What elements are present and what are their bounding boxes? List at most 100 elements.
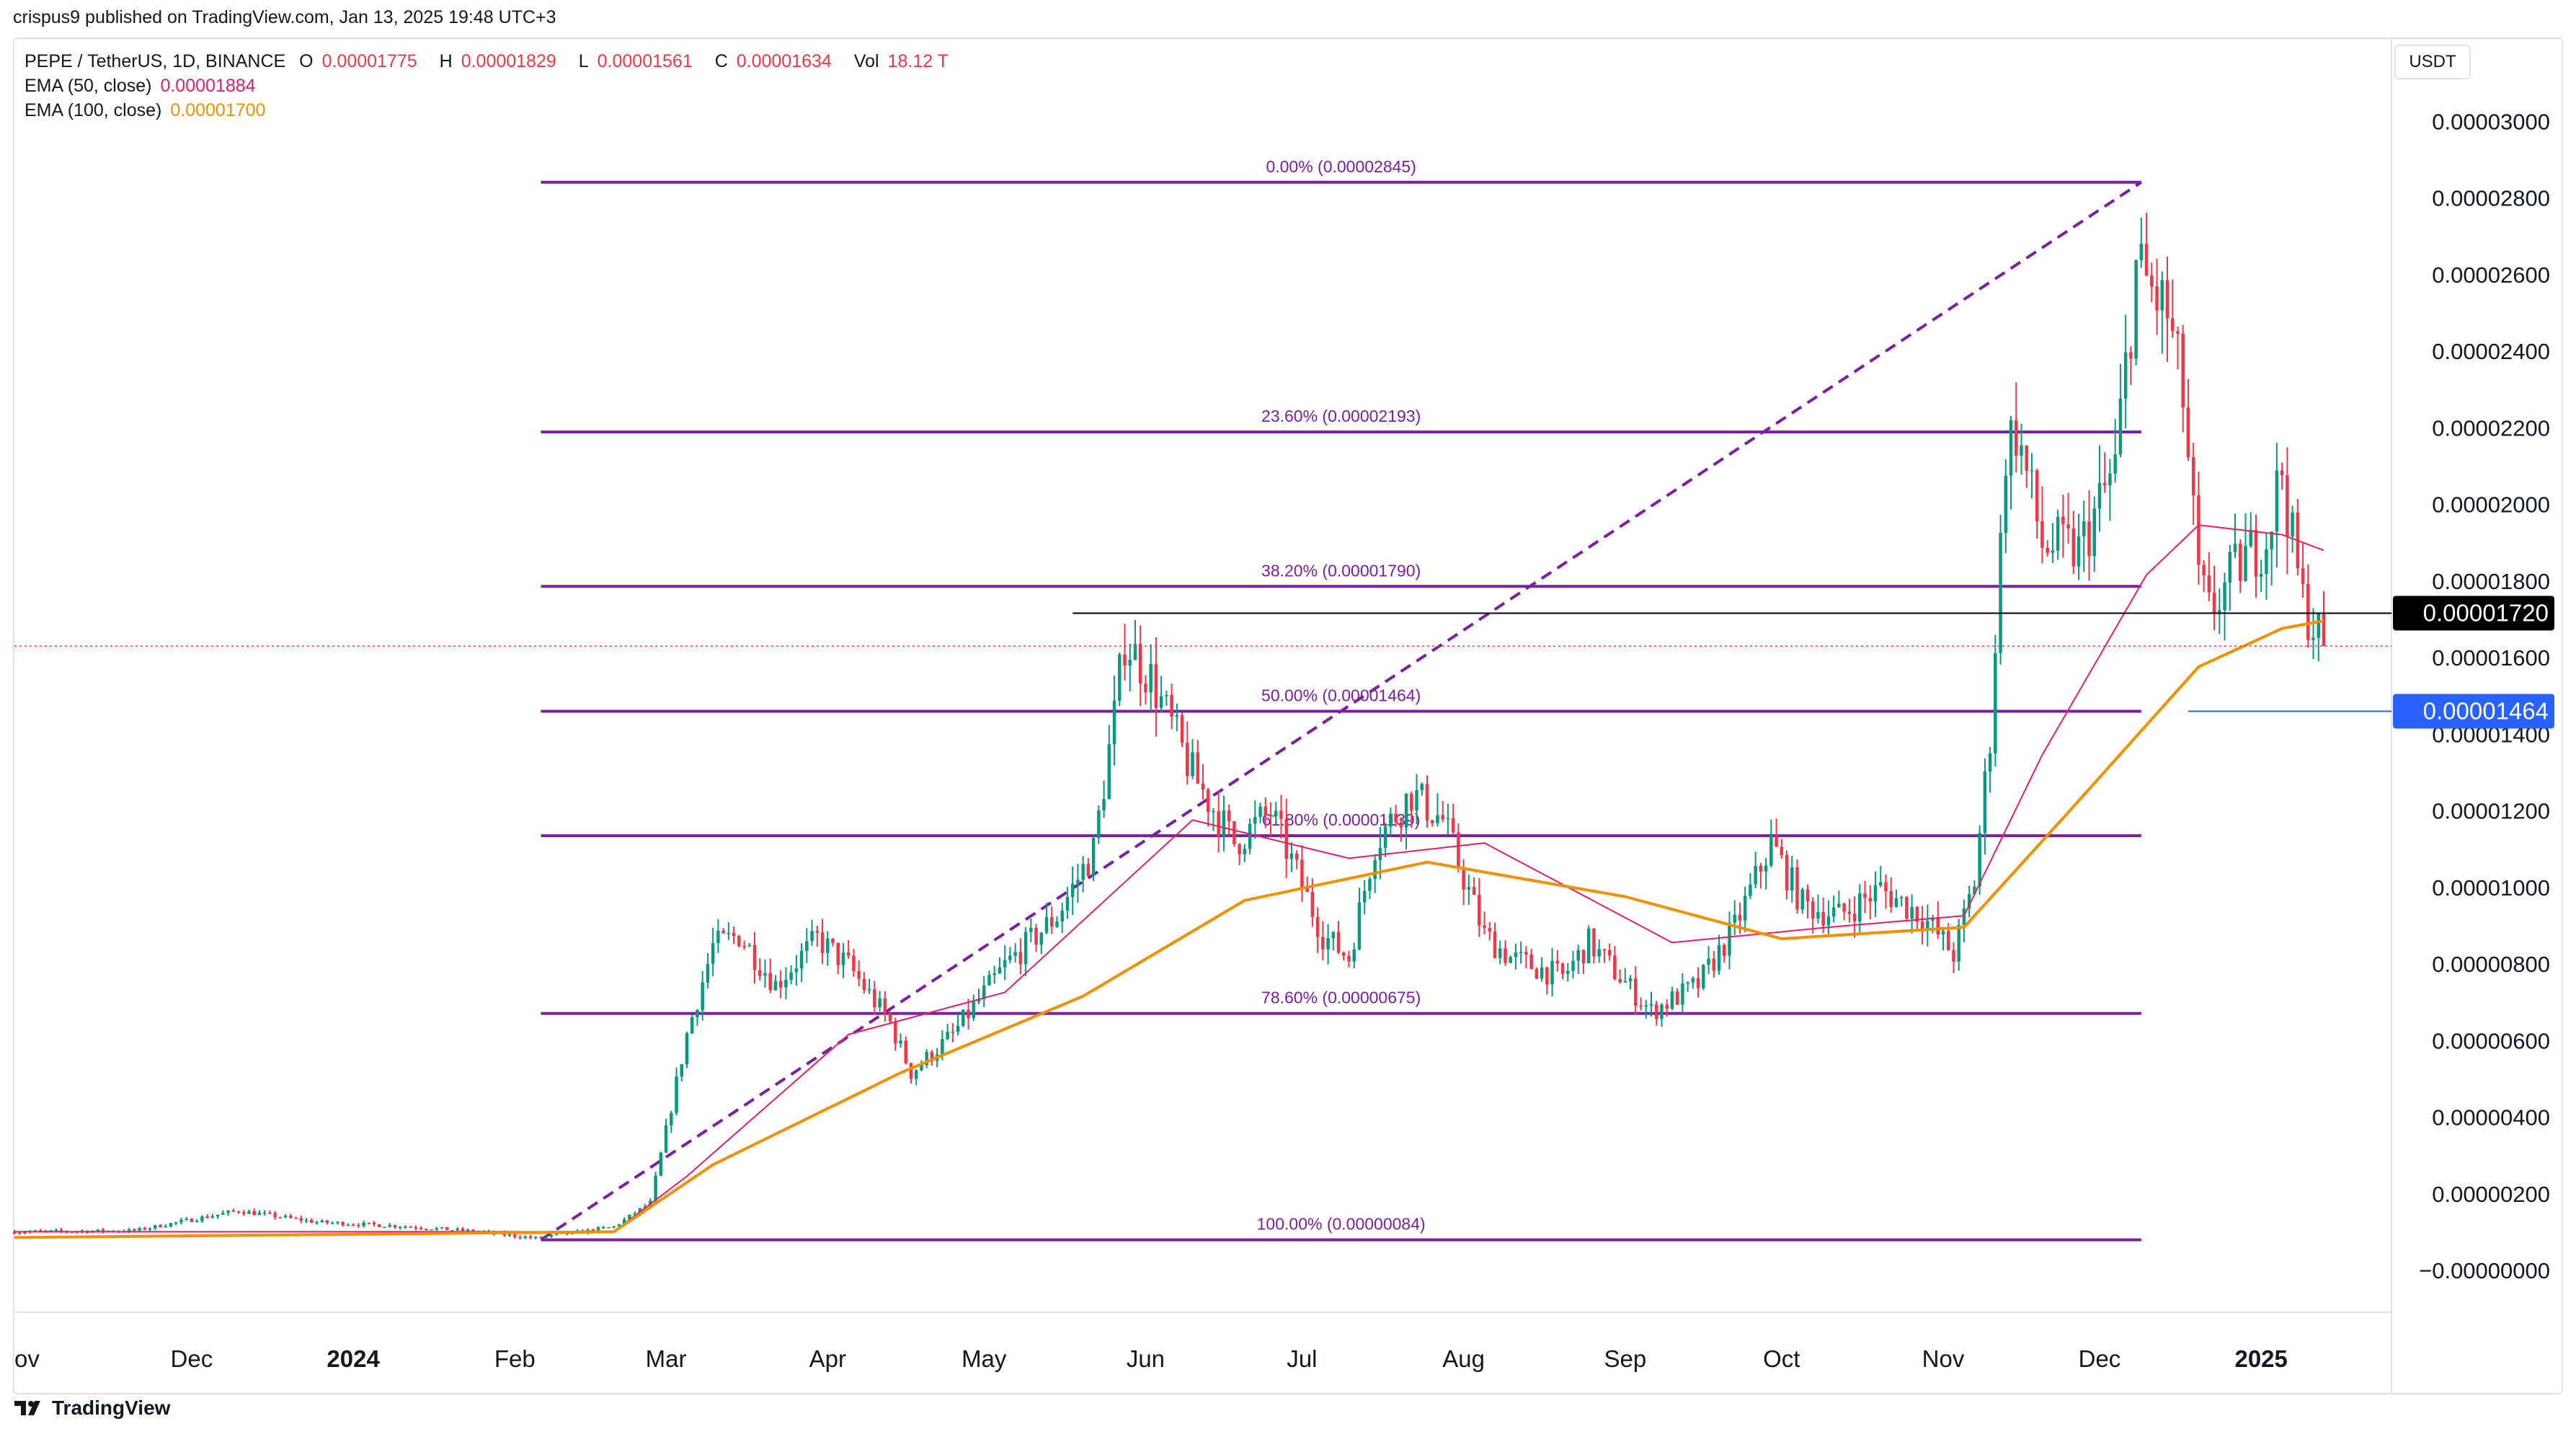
tradingview-logo[interactable]: TradingView (13, 1397, 170, 1420)
candle-body (1050, 917, 1054, 927)
time-tick-label: Nov (1922, 1345, 1965, 1372)
candle-body (2170, 318, 2175, 332)
candle-body (1347, 955, 1351, 962)
candle-body (1623, 981, 1627, 983)
candle-body (1878, 882, 1883, 886)
candle-body (1764, 865, 1768, 872)
candle-body (2275, 470, 2279, 532)
candle-body (1691, 978, 1695, 983)
candle-body (1973, 886, 1976, 895)
candle-body (1931, 918, 1935, 921)
candle-body (518, 1236, 522, 1239)
candle-body (799, 951, 804, 969)
candle-body (675, 1076, 678, 1113)
candle-body (383, 1226, 386, 1229)
candle-body (2134, 260, 2138, 359)
candle-body (2191, 457, 2195, 496)
candle-body (1165, 695, 1168, 696)
candle-body (920, 1065, 923, 1071)
candle-body (758, 970, 762, 976)
candle-body (12, 1231, 17, 1234)
price-tick-label: 0.00000600 (2432, 1028, 2550, 1053)
candle-body (1253, 817, 1257, 824)
candle-body (1686, 982, 1689, 984)
candle-body (732, 932, 736, 937)
ema50-row[interactable]: EMA (50, close) 0.00001884 (25, 74, 966, 98)
candle-body (894, 1021, 897, 1044)
candle-body (998, 967, 1002, 973)
candle-body (195, 1221, 199, 1223)
candle-body (461, 1229, 465, 1231)
currency-selector[interactable]: USDT (2394, 45, 2471, 79)
candle-body (1769, 835, 1773, 866)
price-tick-label: 0.00001000 (2432, 875, 2550, 901)
candle-body (1775, 835, 1778, 847)
candle-body (1206, 789, 1210, 813)
candle-body (1957, 925, 1960, 962)
candle-body (1279, 810, 1283, 819)
candle-body (262, 1212, 267, 1214)
candle-body (2061, 516, 2065, 525)
candle-body (1201, 783, 1205, 790)
candle-body (789, 972, 793, 980)
candle-body (185, 1218, 188, 1221)
candle-body (1910, 906, 1914, 919)
candle-body (1723, 944, 1726, 956)
candle-body (1628, 978, 1633, 981)
candle-body (685, 1033, 689, 1065)
candle-body (1842, 903, 1846, 912)
candle-body (1055, 921, 1059, 927)
candle-body (315, 1222, 319, 1224)
candle-body (961, 1009, 965, 1026)
candle-body (1899, 897, 1904, 898)
candle-body (1451, 818, 1455, 833)
candle-body (914, 1070, 918, 1079)
candle-body (96, 1229, 99, 1231)
candle-body (1389, 813, 1393, 827)
symbol-label[interactable]: PEPE / TetherUS, 1D, BINANCE (25, 51, 286, 71)
candle-body (200, 1216, 204, 1221)
price-axis: −0.00000000 0.00000200 0.00000400 0.0000060… (2393, 109, 2554, 1283)
candle-body (1300, 859, 1304, 888)
candle-body (1008, 955, 1012, 960)
candle-body (1498, 948, 1502, 958)
candle-body (596, 1227, 600, 1231)
candle-body (179, 1220, 183, 1223)
candle-body (659, 1152, 663, 1176)
candle-body (1070, 883, 1075, 898)
candle-body (904, 1040, 907, 1063)
candle-body (2071, 528, 2076, 567)
candle-body (1315, 916, 1320, 937)
candle-body (1086, 864, 1091, 877)
candle-body (1180, 715, 1184, 743)
candle-body (393, 1225, 397, 1228)
candle-body (2009, 420, 2013, 476)
candle-body (1702, 965, 1705, 988)
candle-body (956, 1025, 960, 1032)
candle-body (1988, 753, 1992, 771)
candle-body (1289, 854, 1294, 859)
candle-body (1039, 932, 1044, 945)
candle-body (873, 989, 876, 1008)
candle-body (1154, 664, 1158, 708)
candle-body (2280, 470, 2284, 476)
candle-body (1436, 815, 1439, 823)
candle-body (1003, 960, 1007, 968)
candle-body (607, 1227, 610, 1229)
candle-body (2113, 454, 2117, 474)
time-tick-label: Sep (1604, 1345, 1646, 1372)
chart-frame (13, 37, 2563, 1394)
candle-body (1738, 914, 1742, 921)
candle-body (951, 1032, 955, 1033)
tradingview-logo-icon (14, 1401, 40, 1415)
candle-body (2004, 475, 2008, 534)
candle-body (1248, 823, 1252, 849)
ema100-row[interactable]: EMA (100, close) 0.00001700 (25, 98, 966, 123)
candle-body (852, 955, 856, 971)
low-label: L (578, 51, 589, 71)
candle-body (2160, 280, 2164, 311)
candle-body (862, 978, 866, 991)
candle-body (1310, 891, 1315, 917)
candle-body (815, 931, 820, 933)
